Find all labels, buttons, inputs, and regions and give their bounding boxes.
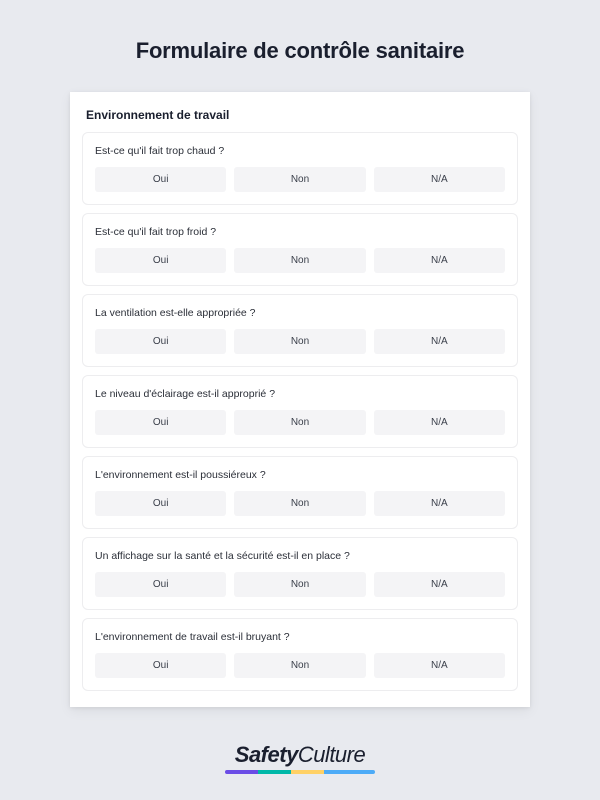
question-text: Un affichage sur la santé et la sécurité… — [95, 550, 505, 562]
option-no-button[interactable]: Non — [234, 329, 365, 354]
option-yes-button[interactable]: Oui — [95, 248, 226, 273]
option-na-button[interactable]: N/A — [374, 248, 505, 273]
question-text: L'environnement de travail est-il bruyan… — [95, 631, 505, 643]
options-row: Oui Non N/A — [95, 572, 505, 597]
option-na-button[interactable]: N/A — [374, 653, 505, 678]
question-block: Est-ce qu'il fait trop chaud ? Oui Non N/A — [82, 132, 518, 205]
option-no-button[interactable]: Non — [234, 167, 365, 192]
option-yes-button[interactable]: Oui — [95, 572, 226, 597]
logo-underline — [225, 770, 375, 774]
section-header: Environnement de travail — [82, 106, 518, 132]
option-yes-button[interactable]: Oui — [95, 491, 226, 516]
option-no-button[interactable]: Non — [234, 410, 365, 435]
options-row: Oui Non N/A — [95, 167, 505, 192]
option-na-button[interactable]: N/A — [374, 572, 505, 597]
options-row: Oui Non N/A — [95, 410, 505, 435]
option-no-button[interactable]: Non — [234, 572, 365, 597]
option-na-button[interactable]: N/A — [374, 491, 505, 516]
option-no-button[interactable]: Non — [234, 491, 365, 516]
option-na-button[interactable]: N/A — [374, 167, 505, 192]
form-card: Environnement de travail Est-ce qu'il fa… — [70, 92, 530, 707]
option-na-button[interactable]: N/A — [374, 329, 505, 354]
logo-text: SafetyCulture — [235, 742, 365, 768]
option-yes-button[interactable]: Oui — [95, 329, 226, 354]
question-text: Le niveau d'éclairage est-il approprié ? — [95, 388, 505, 400]
page-title: Formulaire de contrôle sanitaire — [0, 0, 600, 92]
question-text: La ventilation est-elle appropriée ? — [95, 307, 505, 319]
logo-part1: Safety — [235, 742, 298, 768]
option-no-button[interactable]: Non — [234, 653, 365, 678]
option-no-button[interactable]: Non — [234, 248, 365, 273]
logo-part2: Culture — [298, 742, 365, 768]
footer-logo: SafetyCulture — [0, 742, 600, 774]
options-row: Oui Non N/A — [95, 329, 505, 354]
question-block: Est-ce qu'il fait trop froid ? Oui Non N/A — [82, 213, 518, 286]
option-yes-button[interactable]: Oui — [95, 167, 226, 192]
question-text: L'environnement est-il poussiéreux ? — [95, 469, 505, 481]
question-block: Le niveau d'éclairage est-il approprié ?… — [82, 375, 518, 448]
question-block: La ventilation est-elle appropriée ? Oui N… — [82, 294, 518, 367]
question-text: Est-ce qu'il fait trop froid ? — [95, 226, 505, 238]
questions-list: Est-ce qu'il fait trop chaud ?OuiNonN/AE… — [82, 132, 518, 691]
question-text: Est-ce qu'il fait trop chaud ? — [95, 145, 505, 157]
options-row: Oui Non N/A — [95, 248, 505, 273]
question-block: L'environnement est-il poussiéreux ? Oui N… — [82, 456, 518, 529]
question-block: Un affichage sur la santé et la sécurité… — [82, 537, 518, 610]
question-block: L'environnement de travail est-il bruyan… — [82, 618, 518, 691]
options-row: Oui Non N/A — [95, 491, 505, 516]
option-yes-button[interactable]: Oui — [95, 410, 226, 435]
option-na-button[interactable]: N/A — [374, 410, 505, 435]
option-yes-button[interactable]: Oui — [95, 653, 226, 678]
options-row: Oui Non N/A — [95, 653, 505, 678]
